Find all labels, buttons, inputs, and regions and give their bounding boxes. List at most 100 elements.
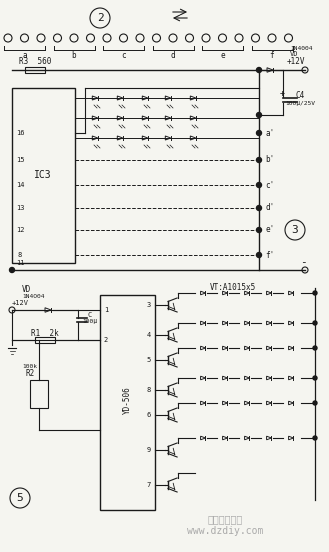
Text: VD: VD	[22, 285, 31, 295]
Polygon shape	[289, 436, 293, 440]
Polygon shape	[244, 346, 249, 350]
Text: 电子制作天地
www.dzdiy.com: 电子制作天地 www.dzdiy.com	[187, 514, 263, 536]
Text: 11: 11	[16, 260, 24, 266]
Text: 2: 2	[97, 13, 103, 23]
Circle shape	[313, 291, 317, 295]
Polygon shape	[223, 291, 227, 295]
Text: 1N4004: 1N4004	[290, 45, 313, 50]
Text: e: e	[220, 51, 225, 61]
Circle shape	[257, 130, 262, 135]
Text: 100k: 100k	[22, 364, 38, 369]
Polygon shape	[190, 136, 196, 140]
Text: 3: 3	[291, 225, 298, 235]
Text: C4: C4	[295, 91, 305, 99]
Text: c: c	[121, 51, 126, 61]
Circle shape	[313, 346, 317, 350]
Polygon shape	[201, 436, 205, 440]
Text: c': c'	[265, 181, 274, 189]
Polygon shape	[165, 116, 171, 120]
Text: 2: 2	[104, 337, 108, 343]
Text: R2: R2	[25, 369, 35, 378]
Polygon shape	[289, 291, 293, 295]
Polygon shape	[266, 291, 271, 295]
Polygon shape	[45, 308, 51, 312]
Text: 13: 13	[16, 205, 24, 211]
Polygon shape	[266, 321, 271, 325]
Polygon shape	[92, 136, 98, 140]
Polygon shape	[201, 376, 205, 380]
Text: a: a	[22, 51, 27, 61]
Polygon shape	[201, 321, 205, 325]
Polygon shape	[289, 321, 293, 325]
Polygon shape	[244, 321, 249, 325]
Circle shape	[257, 183, 262, 188]
Polygon shape	[223, 376, 227, 380]
Text: 1N4O04: 1N4O04	[22, 295, 44, 300]
Polygon shape	[223, 401, 227, 405]
Polygon shape	[165, 136, 171, 140]
Text: 9: 9	[147, 447, 151, 453]
Polygon shape	[201, 401, 205, 405]
Text: +12V: +12V	[287, 56, 305, 66]
Polygon shape	[244, 291, 249, 295]
Polygon shape	[142, 96, 148, 100]
Text: VT:A1015x5: VT:A1015x5	[210, 284, 256, 293]
Text: b': b'	[265, 156, 274, 164]
Circle shape	[313, 321, 317, 325]
Polygon shape	[289, 376, 293, 380]
Text: 5: 5	[147, 357, 151, 363]
Text: 8: 8	[147, 387, 151, 393]
Polygon shape	[267, 68, 273, 72]
Polygon shape	[244, 436, 249, 440]
Text: R1  2k: R1 2k	[31, 328, 59, 337]
Polygon shape	[266, 346, 271, 350]
Polygon shape	[223, 346, 227, 350]
Circle shape	[313, 401, 317, 405]
Text: -: -	[300, 257, 306, 267]
Text: 6: 6	[147, 412, 151, 418]
Circle shape	[257, 252, 262, 257]
Circle shape	[257, 227, 262, 232]
Text: 5: 5	[17, 493, 23, 503]
Text: C: C	[88, 312, 92, 318]
Text: b: b	[72, 51, 76, 61]
Polygon shape	[165, 96, 171, 100]
Polygon shape	[142, 136, 148, 140]
Polygon shape	[117, 136, 123, 140]
Polygon shape	[117, 116, 123, 120]
Text: 8: 8	[18, 252, 22, 258]
Polygon shape	[142, 116, 148, 120]
Polygon shape	[289, 346, 293, 350]
Text: e': e'	[265, 226, 274, 235]
Text: 1: 1	[104, 307, 108, 313]
Text: 12: 12	[16, 227, 24, 233]
Polygon shape	[289, 401, 293, 405]
Text: 4: 4	[147, 332, 151, 338]
Polygon shape	[244, 376, 249, 380]
Bar	[30, 380, 48, 408]
Text: VD: VD	[290, 51, 298, 57]
Text: 3: 3	[147, 302, 151, 308]
Text: f: f	[270, 51, 274, 61]
Text: IC3: IC3	[34, 170, 52, 180]
Bar	[100, 295, 155, 510]
Polygon shape	[266, 436, 271, 440]
Polygon shape	[223, 436, 227, 440]
Polygon shape	[223, 321, 227, 325]
Text: 100μ: 100μ	[83, 320, 97, 325]
Text: 14: 14	[16, 182, 24, 188]
Text: +12V: +12V	[12, 300, 29, 306]
Polygon shape	[190, 96, 196, 100]
Circle shape	[257, 205, 262, 210]
Circle shape	[313, 376, 317, 380]
Polygon shape	[92, 116, 98, 120]
Polygon shape	[190, 116, 196, 120]
Polygon shape	[201, 291, 205, 295]
Text: 100μ/25V: 100μ/25V	[285, 100, 315, 105]
Bar	[35, 337, 55, 343]
Circle shape	[10, 268, 14, 273]
Circle shape	[313, 436, 317, 440]
Text: a': a'	[265, 129, 274, 137]
Circle shape	[257, 67, 262, 72]
Polygon shape	[201, 346, 205, 350]
